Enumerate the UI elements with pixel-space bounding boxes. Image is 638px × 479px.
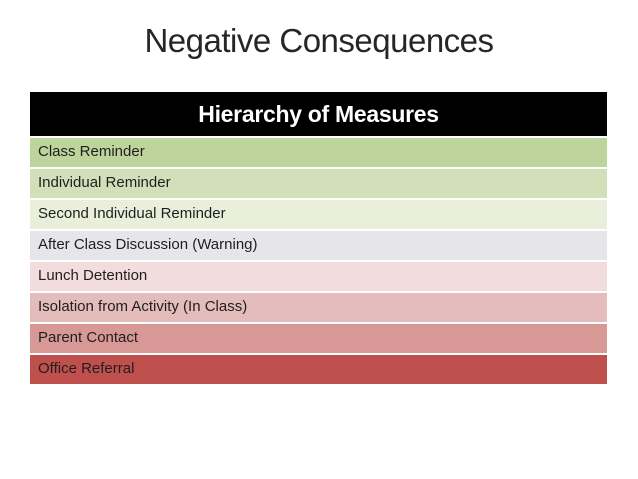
table-header: Hierarchy of Measures [30, 92, 607, 136]
table-row-label: Office Referral [38, 360, 135, 377]
table-row-label: Second Individual Reminder [38, 205, 226, 222]
table-row: Isolation from Activity (In Class) [30, 293, 607, 322]
table-row: After Class Discussion (Warning) [30, 231, 607, 260]
table-row-label: After Class Discussion (Warning) [38, 236, 258, 253]
table-row: Office Referral [30, 355, 607, 384]
table-row: Class Reminder [30, 138, 607, 167]
slide-title: Negative Consequences [144, 22, 494, 59]
table-row-label: Individual Reminder [38, 174, 171, 191]
table-row: Lunch Detention [30, 262, 607, 291]
table-row: Parent Contact [30, 324, 607, 353]
table-row-label: Parent Contact [38, 329, 139, 346]
table-row: Individual Reminder [30, 169, 607, 198]
hierarchy-of-measures-table: Hierarchy of Measures Class Reminder Ind… [30, 92, 607, 386]
table-row-label: Isolation from Activity (In Class) [38, 298, 248, 315]
table-row-label: Lunch Detention [38, 267, 148, 284]
table-row: Second Individual Reminder [30, 200, 607, 229]
table-row-label: Class Reminder [38, 143, 145, 160]
